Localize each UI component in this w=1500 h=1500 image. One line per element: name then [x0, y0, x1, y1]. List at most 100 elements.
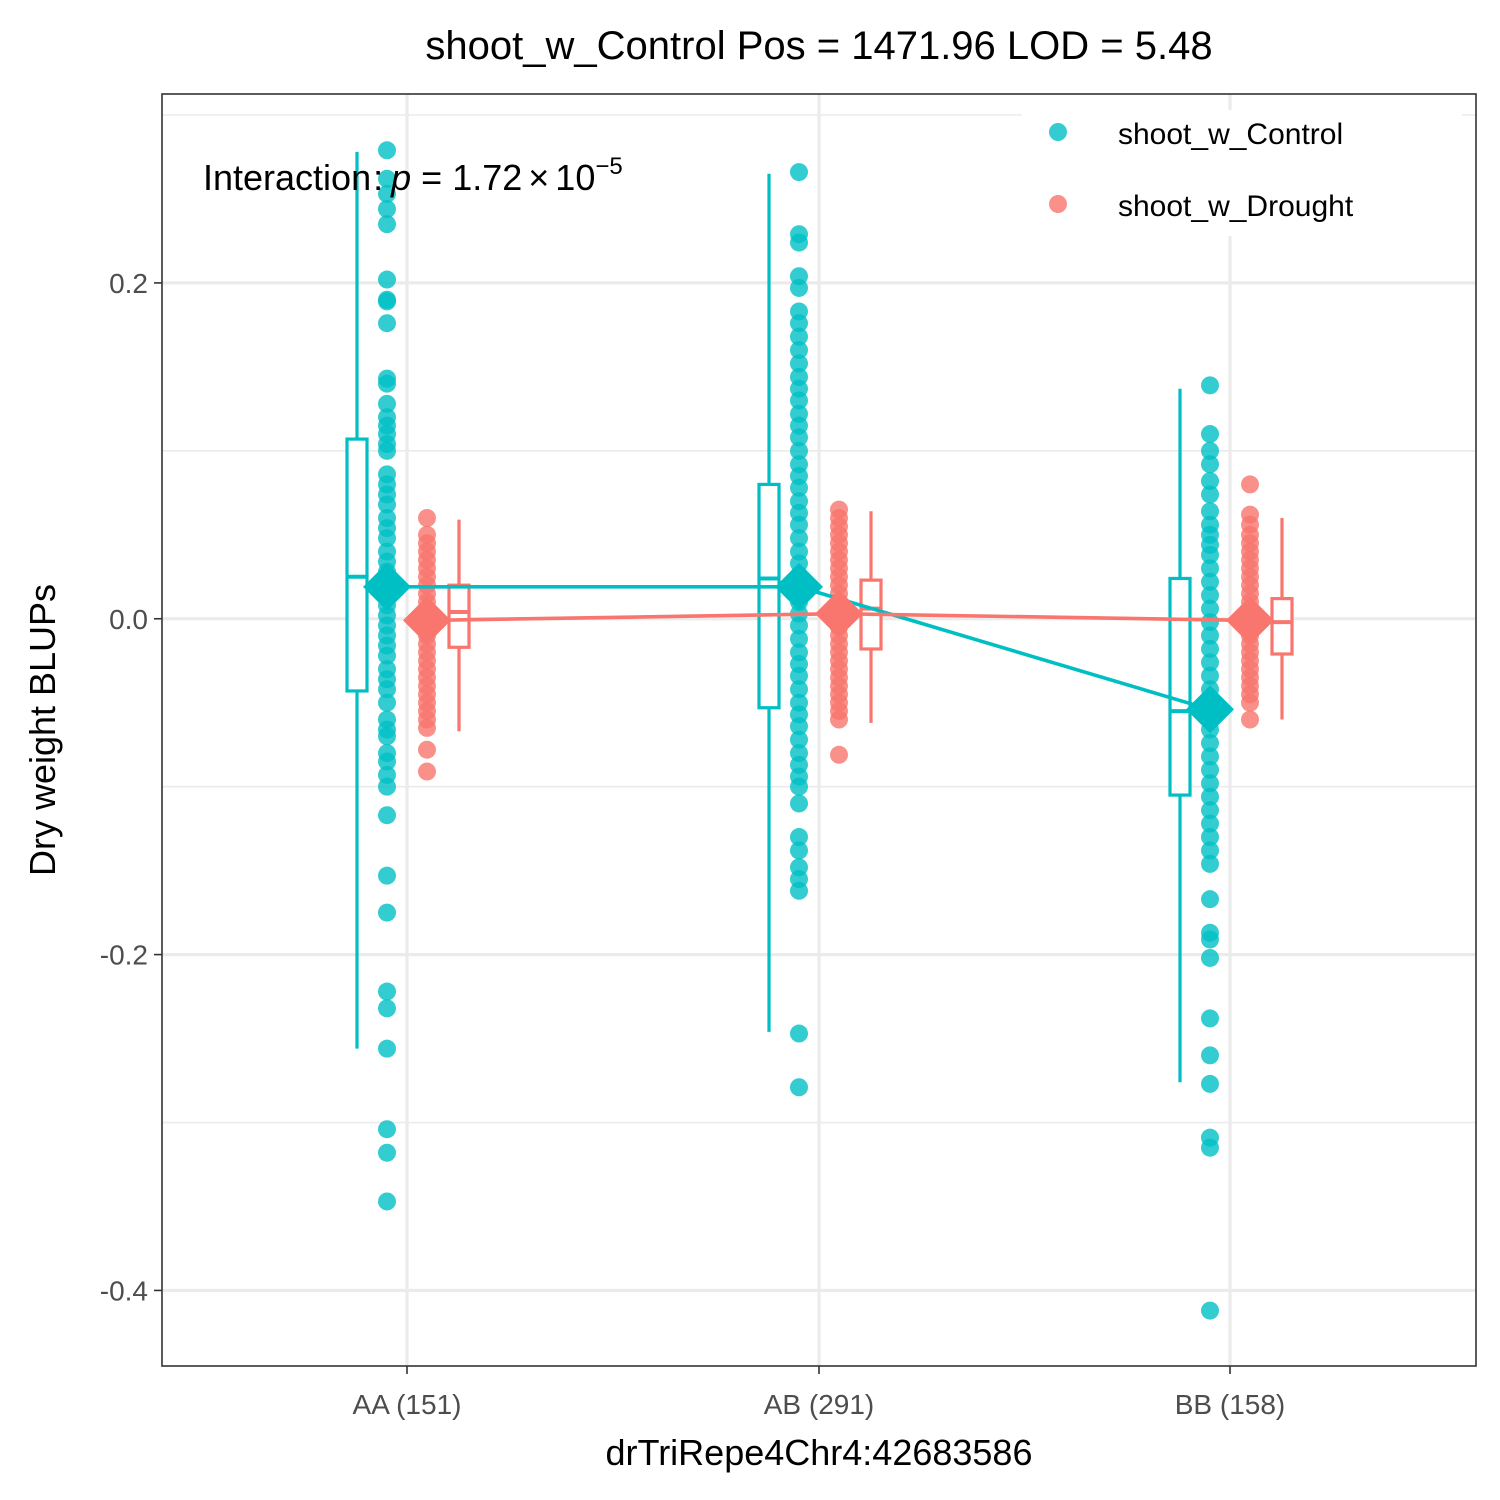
data-point-control	[378, 982, 396, 1001]
data-point-control	[378, 999, 396, 1018]
y-tick-label: 0.2	[109, 268, 148, 299]
data-point-control	[1201, 376, 1219, 395]
data-point-control	[1201, 801, 1219, 820]
data-point-control	[1201, 559, 1219, 578]
data-point-control	[378, 215, 396, 234]
data-point-control	[378, 806, 396, 825]
data-point-control	[378, 866, 396, 885]
data-point-control	[1201, 760, 1219, 779]
data-point-control	[790, 1078, 808, 1097]
data-point-control	[1201, 502, 1219, 521]
data-point-control	[1201, 1046, 1219, 1065]
data-point-control	[790, 441, 808, 460]
box-iqr	[757, 482, 781, 710]
data-point-control	[1201, 1301, 1219, 1320]
data-point-control	[378, 903, 396, 922]
data-point-control	[1201, 586, 1219, 605]
data-point-control	[378, 394, 396, 413]
data-point-control	[790, 314, 808, 333]
data-point-control	[378, 529, 396, 548]
data-point-control	[1201, 425, 1219, 444]
data-point-control	[378, 1039, 396, 1058]
data-point-control	[790, 1024, 808, 1043]
y-tick-label: 0.0	[109, 604, 148, 635]
data-point-control	[1201, 613, 1219, 632]
data-point-drought	[418, 740, 436, 759]
data-point-control	[790, 515, 808, 534]
data-point-control	[790, 629, 808, 648]
data-point-control	[790, 828, 808, 847]
data-point-control	[1201, 930, 1219, 949]
data-point-control	[790, 717, 808, 736]
boxplot-control	[757, 173, 781, 1032]
legend-key-drought	[1049, 195, 1067, 213]
data-point-control	[1201, 639, 1219, 658]
data-point-control	[1201, 747, 1219, 766]
data-point-control	[378, 1192, 396, 1211]
mean-diamond-drought	[403, 596, 451, 645]
data-point-control	[1201, 734, 1219, 753]
data-point-control	[790, 841, 808, 860]
data-point-control	[1201, 545, 1219, 564]
y-tick-label: -0.4	[100, 1275, 148, 1306]
data-point-control	[790, 529, 808, 548]
data-point-control	[790, 163, 808, 182]
data-point-control	[1201, 841, 1219, 860]
y-tick-label: -0.2	[100, 940, 148, 971]
data-point-control	[378, 1120, 396, 1139]
data-point-control	[790, 730, 808, 749]
mean-diamond-control	[775, 562, 823, 611]
data-point-control	[378, 270, 396, 289]
data-point-control	[378, 680, 396, 699]
data-point-control	[1201, 455, 1219, 474]
data-point-control	[378, 495, 396, 514]
data-point-control	[1201, 485, 1219, 504]
data-point-control	[378, 169, 396, 188]
box-iqr	[1168, 576, 1192, 797]
x-axis-title: drTriRepe4Chr4:42683586	[606, 1432, 1033, 1473]
box-iqr	[447, 583, 471, 649]
data-point-control	[790, 666, 808, 685]
data-point-control	[790, 341, 808, 360]
data-point-control	[378, 646, 396, 665]
axis-layer: 0.2 0.0 -0.2 -0.4 AA (151) AB (291) BB (158)	[100, 268, 1286, 1420]
data-point-control	[1201, 441, 1219, 460]
annotation-exponent: −5	[595, 153, 622, 180]
data-point-control	[790, 233, 808, 252]
legend-background	[1022, 110, 1462, 236]
data-point-control	[790, 881, 808, 900]
data-point-control	[790, 794, 808, 813]
data-point-control	[1201, 854, 1219, 873]
annotation-prefix: Interaction	[203, 157, 371, 198]
legend: shoot_w_Control shoot_w_Drought	[1022, 110, 1462, 236]
data-point-drought	[830, 745, 848, 764]
data-point-control	[790, 354, 808, 373]
data-point-control	[378, 200, 396, 219]
boxplot-drought	[1270, 518, 1294, 720]
boxplot-drought	[447, 519, 471, 732]
chart-title: shoot_w_Control Pos = 1471.96 LOD = 5.48	[425, 24, 1212, 68]
x-tick-label: BB (158)	[1175, 1389, 1286, 1420]
legend-label-control: shoot_w_Control	[1118, 118, 1343, 151]
mean-diamond-drought	[815, 589, 863, 638]
boxplot-control	[345, 151, 369, 1049]
data-point-control	[1201, 1009, 1219, 1028]
x-tick-label: AB (291)	[764, 1389, 875, 1420]
annotation-p: p	[390, 157, 411, 198]
data-point-control	[1201, 948, 1219, 967]
data-point-control	[790, 777, 808, 796]
data-point-control	[790, 391, 808, 410]
data-point-control	[378, 693, 396, 712]
annotation-mantissa: 1.72	[452, 157, 522, 198]
data-point-control	[1201, 653, 1219, 672]
data-point-drought	[418, 509, 436, 527]
data-point-control	[1201, 472, 1219, 491]
annotation-times: ×	[528, 157, 549, 198]
data-point-control	[378, 1143, 396, 1162]
data-point-control	[1201, 666, 1219, 685]
x-tick-label: AA (151)	[353, 1389, 462, 1420]
mean-diamond-drought	[1226, 596, 1274, 645]
data-point-drought	[1241, 710, 1259, 729]
data-layer	[345, 141, 1294, 1320]
